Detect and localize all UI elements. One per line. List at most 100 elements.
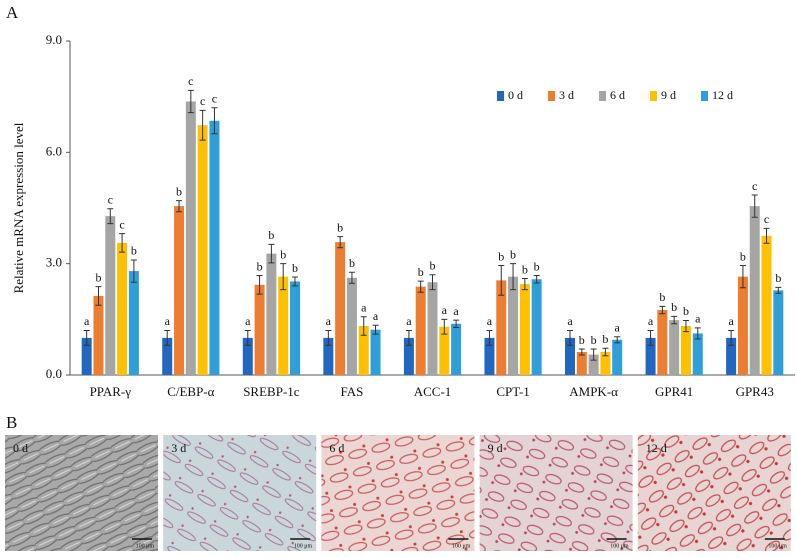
error-bar bbox=[164, 329, 171, 346]
error-bar bbox=[578, 348, 585, 356]
error-bar bbox=[671, 315, 678, 325]
bar bbox=[266, 253, 277, 375]
error-bar bbox=[763, 227, 770, 244]
bar bbox=[81, 337, 92, 375]
error-bar bbox=[682, 319, 689, 333]
error-bar bbox=[291, 276, 298, 287]
bar bbox=[128, 271, 139, 375]
significance-letter: b bbox=[671, 300, 677, 314]
bar bbox=[254, 284, 265, 375]
bar bbox=[519, 284, 530, 375]
significance-letter: b bbox=[280, 247, 286, 261]
error-bar bbox=[405, 329, 412, 346]
error-bar bbox=[372, 324, 379, 335]
bar bbox=[93, 295, 104, 375]
significance-letter: b bbox=[683, 304, 689, 318]
significance-letter: c bbox=[108, 192, 113, 206]
error-bar bbox=[647, 329, 654, 346]
x-tick-label: AMPK-α bbox=[569, 384, 618, 399]
bar bbox=[576, 351, 587, 375]
error-bar bbox=[751, 194, 758, 218]
error-bar bbox=[614, 336, 621, 344]
error-bar bbox=[567, 329, 574, 346]
significance-letter: b bbox=[95, 270, 101, 284]
significance-letter: c bbox=[752, 179, 757, 193]
bar bbox=[726, 337, 737, 375]
bar bbox=[531, 279, 542, 375]
significance-letter: b bbox=[268, 228, 274, 242]
significance-letter: c bbox=[119, 217, 124, 231]
bar bbox=[162, 337, 173, 375]
legend-label: 0 d bbox=[508, 88, 523, 102]
bar bbox=[370, 329, 381, 375]
error-bar bbox=[348, 271, 355, 284]
error-bar bbox=[590, 348, 597, 361]
bar bbox=[496, 280, 507, 375]
error-bar bbox=[739, 265, 746, 289]
significance-letter: b bbox=[257, 259, 263, 273]
legend-swatch bbox=[548, 91, 555, 101]
error-bar bbox=[199, 109, 206, 141]
bar bbox=[278, 276, 289, 375]
significance-letter: c bbox=[188, 74, 193, 88]
image-label: 6 d bbox=[329, 441, 344, 455]
bar bbox=[117, 242, 128, 375]
significance-letter: b bbox=[292, 261, 298, 275]
bar bbox=[773, 290, 784, 375]
bar bbox=[415, 286, 426, 375]
significance-letter: a bbox=[567, 314, 573, 328]
significance-letter: a bbox=[442, 303, 448, 317]
significance-letter: a bbox=[245, 314, 251, 328]
error-bar bbox=[360, 316, 367, 336]
bar bbox=[174, 206, 185, 375]
bar bbox=[335, 242, 346, 375]
error-bar bbox=[602, 347, 609, 357]
y-tick-label: 0.0 bbox=[46, 366, 62, 381]
bar bbox=[197, 125, 208, 376]
legend-label: 3 d bbox=[559, 88, 574, 102]
significance-letter: a bbox=[84, 314, 90, 328]
bar bbox=[323, 337, 334, 375]
significance-letter: a bbox=[453, 304, 459, 318]
error-bar bbox=[187, 89, 194, 114]
bar bbox=[289, 281, 300, 375]
bar bbox=[403, 337, 414, 375]
micrograph bbox=[163, 435, 317, 551]
error-bar bbox=[498, 265, 505, 296]
error-bar bbox=[486, 329, 493, 346]
significance-letter: b bbox=[418, 265, 424, 279]
bar bbox=[588, 354, 599, 375]
image-label: 12 d bbox=[646, 441, 667, 455]
micrograph bbox=[5, 435, 158, 551]
significance-letter: b bbox=[775, 271, 781, 285]
legend-label: 12 d bbox=[712, 88, 733, 102]
significance-letter: c bbox=[764, 212, 769, 226]
bar bbox=[358, 326, 369, 375]
significance-letter: b bbox=[591, 333, 597, 347]
significance-letter: a bbox=[361, 300, 367, 314]
image-label: 0 d bbox=[13, 441, 28, 455]
scale-label: 100 μm bbox=[452, 543, 471, 549]
bar bbox=[657, 310, 668, 375]
bar bbox=[105, 216, 116, 375]
legend-swatch bbox=[599, 91, 606, 101]
x-tick-label: PPAR-γ bbox=[90, 384, 132, 399]
significance-letter: a bbox=[326, 314, 332, 328]
scale-label: 100 μm bbox=[294, 543, 313, 549]
x-tick-label: CPT-1 bbox=[496, 384, 529, 399]
significance-letter: b bbox=[337, 220, 343, 234]
bar bbox=[427, 282, 438, 375]
error-bar bbox=[119, 233, 126, 253]
bar bbox=[439, 326, 450, 375]
x-tick-label: C/EBP-α bbox=[167, 384, 214, 399]
micrograph bbox=[637, 435, 791, 551]
error-bar bbox=[95, 286, 102, 306]
error-bar bbox=[211, 107, 218, 135]
image-label: 3 d bbox=[171, 441, 186, 455]
error-bar bbox=[694, 327, 701, 340]
error-bar bbox=[510, 263, 517, 291]
significance-letter: b bbox=[522, 262, 528, 276]
error-bar bbox=[521, 278, 528, 291]
bar bbox=[451, 323, 462, 375]
